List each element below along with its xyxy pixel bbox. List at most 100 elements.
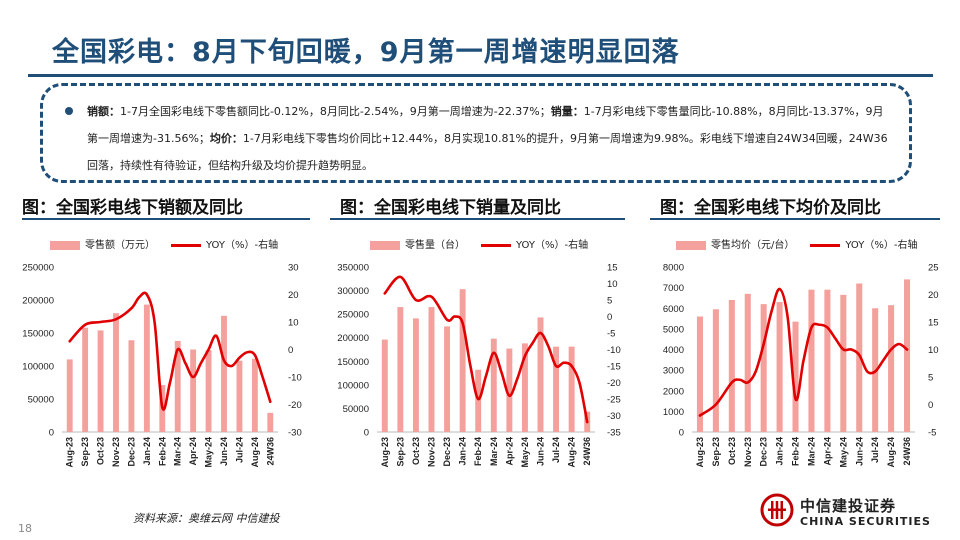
- x-tick-label: Nov-23: [743, 437, 753, 467]
- page-title: 全国彩电：8月下旬回暖，9月第一周增速明显回落: [52, 37, 680, 68]
- x-tick-label: Jun-24: [536, 437, 546, 466]
- legend-bar-label: 零售额（万元）: [85, 240, 155, 251]
- bar: [459, 289, 466, 432]
- yoy-line: [383, 275, 589, 424]
- bar: [444, 326, 451, 432]
- chart-1: 250000 200000 150000 100000 50000 0 30 20 10 0 -10…: [22, 263, 302, 468]
- x-tick-label: Aug-24: [250, 437, 260, 468]
- x-tick-label: Jan-24: [458, 437, 468, 466]
- x-tick-label: Nov-23: [427, 437, 437, 467]
- y-right-tick-label: -30: [607, 411, 621, 422]
- x-tick-label: Oct-23: [727, 437, 737, 465]
- chart-2-title: 图：全国彩电线下销量及同比: [340, 198, 561, 218]
- x-tick-label: Apr-24: [504, 437, 514, 466]
- china-securities-logo-icon: [760, 493, 794, 527]
- x-tick-label: Aug-24: [567, 437, 577, 468]
- bar: [744, 293, 751, 432]
- bar: [696, 316, 703, 432]
- y-right-tick-label: 5: [928, 373, 933, 384]
- logo-text-cn: 中信建投证券: [800, 497, 897, 515]
- bar: [808, 289, 815, 432]
- y-left-tick-label: 100000: [337, 380, 369, 391]
- y-left-tick-label: 50000: [28, 395, 54, 406]
- chart-1-divider: [22, 218, 310, 220]
- y-left-tick-label: 2000: [663, 386, 684, 397]
- legend-line-swatch: [171, 243, 201, 247]
- x-tick-label: Feb-24: [157, 437, 167, 466]
- bar: [66, 359, 73, 432]
- y-right-tick-label: 25: [928, 263, 939, 274]
- x-tick-label: Sep-23: [80, 437, 90, 467]
- y-right-tick-label: -20: [288, 400, 302, 411]
- bullet-icon: [65, 107, 73, 115]
- x-tick-label: 24W36: [265, 437, 275, 466]
- x-tick-label: May-24: [520, 437, 530, 468]
- legend-line-label: YOY（%）-右轴: [206, 240, 279, 251]
- bar: [824, 289, 831, 432]
- chart-1-legend: 零售额（万元） YOY（%）-右轴: [50, 236, 278, 251]
- summary-key-volume: 销量：: [550, 105, 584, 118]
- y-right-tick-label: 10: [607, 279, 618, 290]
- summary-price-text: 1-7月彩电线下零售均价同比+12.44%，8月实现10.81%的提升，9月第一…: [87, 132, 888, 172]
- y-right-tick-label: -10: [288, 373, 302, 384]
- chart-1-title: 图：全国彩电线下销额及同比: [22, 198, 243, 218]
- y-right-tick-label: 0: [607, 312, 612, 323]
- bar: [251, 358, 258, 432]
- bar: [174, 340, 181, 432]
- legend-bar-swatch: [50, 240, 80, 250]
- y-left-tick-label: 6000: [663, 304, 684, 315]
- x-tick-label: May-24: [838, 437, 848, 468]
- chart-2-divider: [330, 218, 625, 220]
- y-right-tick-label: 30: [288, 263, 299, 274]
- bar: [553, 346, 560, 432]
- x-tick-label: 24W36: [902, 437, 912, 466]
- bar: [712, 309, 719, 432]
- yoy-line: [68, 291, 272, 411]
- bar: [840, 294, 847, 432]
- y-left-tick-label: 200000: [337, 333, 369, 344]
- legend-line-swatch: [810, 243, 841, 247]
- bar: [490, 338, 497, 432]
- x-tick-label: Oct-23: [96, 437, 106, 465]
- y-left-tick-label: 0: [49, 428, 54, 439]
- bar: [568, 346, 575, 432]
- summary-key-sales: 销额：: [87, 105, 120, 118]
- y-left-tick-label: 200000: [22, 296, 54, 307]
- legend-bar-label: 零售量（台）: [405, 240, 465, 251]
- legend-bar-swatch: [370, 240, 400, 250]
- y-left-tick-label: 4000: [663, 345, 684, 356]
- bar: [221, 315, 227, 432]
- bar: [856, 283, 863, 432]
- x-tick-label: Aug-24: [886, 437, 896, 468]
- bar: [904, 279, 911, 432]
- y-right-tick-label: 20: [288, 290, 299, 301]
- y-left-tick-label: 1000: [663, 407, 684, 418]
- x-tick-label: Dec-23: [759, 437, 769, 467]
- y-right-tick-label: 20: [928, 290, 939, 301]
- y-right-tick-label: 15: [607, 263, 618, 274]
- x-tick-label: Sep-23: [711, 437, 721, 467]
- x-tick-label: Jan-24: [142, 437, 152, 466]
- bar: [475, 369, 482, 432]
- bar: [205, 350, 212, 432]
- bar: [537, 317, 544, 432]
- legend-line-label: YOY（%）-右轴: [845, 240, 918, 251]
- y-left-tick-label: 250000: [22, 263, 54, 274]
- bar: [236, 360, 243, 432]
- chart-3: 8000 7000 6000 5000 4000 3000 2000 1000 0 25 20 15 1…: [663, 263, 939, 468]
- x-tick-label: Jan-24: [775, 437, 785, 466]
- bar: [728, 300, 735, 432]
- x-tick-label: Mar-24: [489, 437, 499, 466]
- y-right-tick-label: 5: [607, 296, 612, 307]
- y-right-tick-label: -10: [607, 345, 621, 356]
- summary-text: 销额：1-7月全国彩电线下零售额同比-0.12%，8月同比-2.54%，9月第一…: [87, 105, 888, 172]
- bar: [521, 343, 528, 432]
- x-tick-label: Jun-24: [854, 437, 864, 466]
- y-right-tick-label: 10: [928, 345, 939, 356]
- y-left-tick-label: 8000: [663, 263, 684, 274]
- y-right-tick-label: -20: [607, 378, 621, 389]
- page-number: 18: [18, 522, 32, 535]
- x-tick-label: Aug-23: [380, 437, 390, 468]
- chart-3-title: 图：全国彩电线下均价及同比: [660, 198, 881, 218]
- bar: [97, 330, 104, 432]
